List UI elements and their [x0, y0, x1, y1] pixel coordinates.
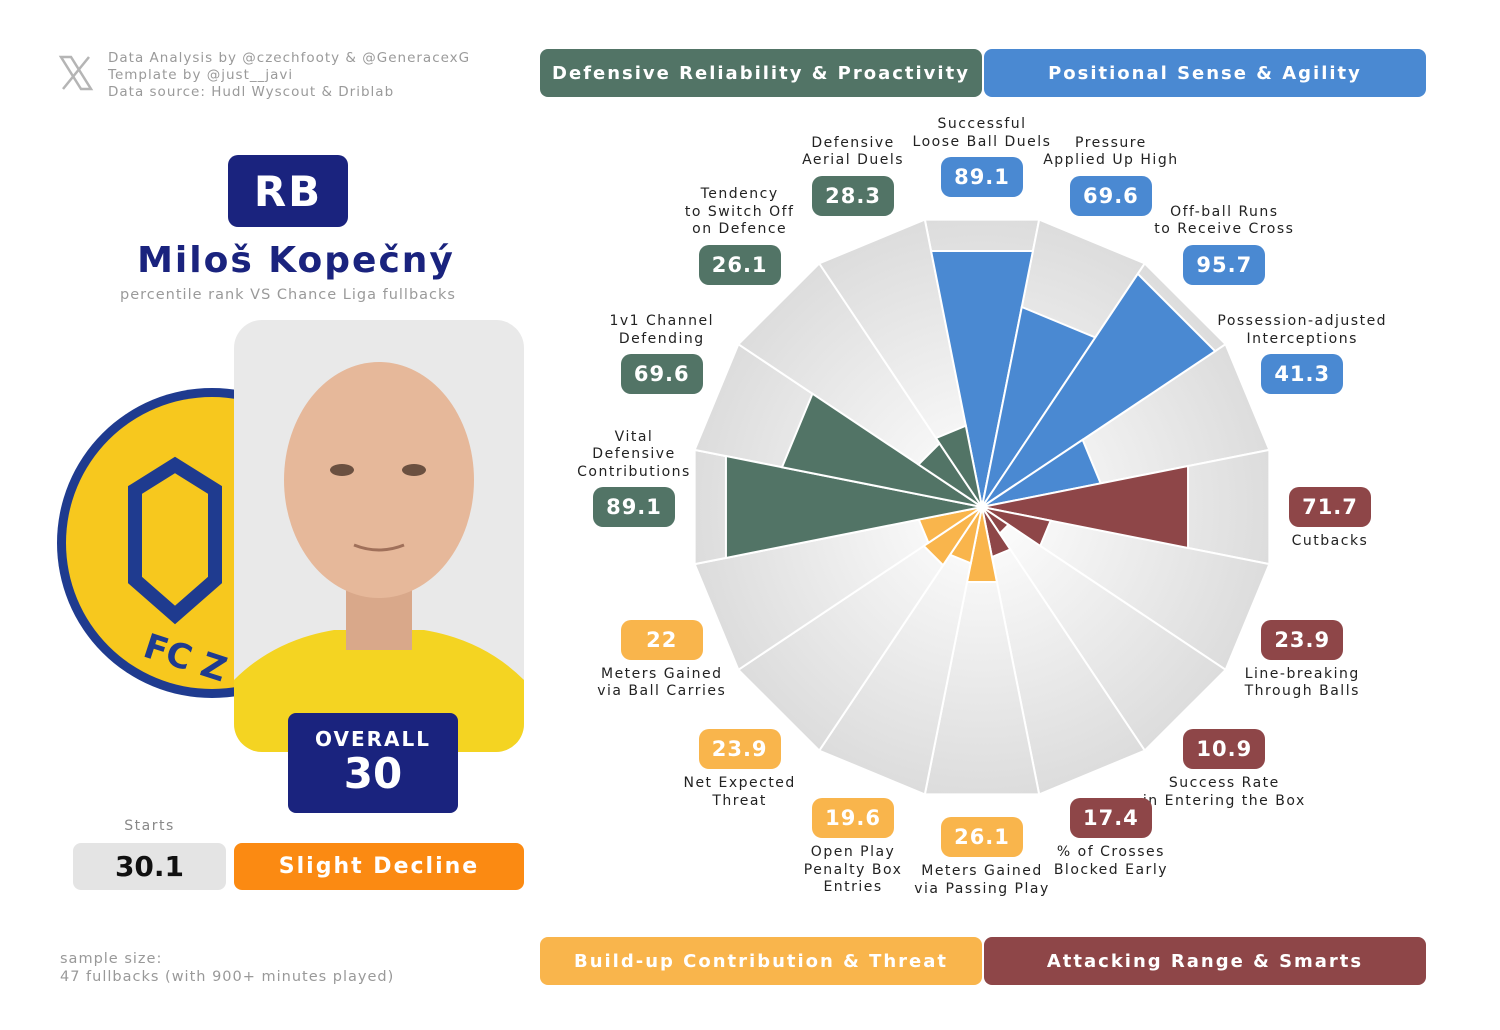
category-label: Net Expected Threat	[683, 775, 796, 809]
value-badge: 71.7	[1289, 487, 1371, 527]
subtitle: percentile rank VS Chance Liga fullbacks	[120, 287, 456, 303]
value-badge: 17.4	[1069, 798, 1152, 839]
category-label: Open Play Penalty Box Entries	[803, 844, 903, 896]
metric-label: 41.3 Possession-adjusted Interceptions	[1217, 313, 1386, 395]
value-badge: 22	[620, 619, 703, 660]
credit-line: Data Analysis by @czechfooty & @Generace…	[108, 50, 471, 66]
category-label: Line-breaking Through Balls	[1244, 665, 1360, 700]
value-badge: 26.1	[698, 244, 781, 285]
metric-label: 28.3 Defensive Aerial Duels	[802, 135, 903, 216]
category-label: Pressure Applied Up High	[1043, 134, 1179, 169]
starts-value: 30.1	[73, 843, 226, 890]
value-badge: 69.6	[620, 354, 703, 395]
metric-label: 26.1 Meters Gained via Passing Play	[914, 817, 1048, 897]
slice	[780, 392, 983, 508]
slice	[981, 464, 1190, 550]
overall-box: OVERALL 30	[288, 713, 458, 813]
value-badge: 89.1	[941, 157, 1023, 197]
sample-line: 47 fullbacks (with 900+ minutes played)	[60, 969, 395, 985]
category-label: Success Rate in Entering the Box	[1142, 775, 1306, 809]
metric-label: 10.9 Success Rate in Entering the Box	[1143, 729, 1304, 809]
slice	[981, 506, 1053, 548]
category-label: Meters Gained via Ball Carries	[597, 665, 727, 700]
group-header: Positional Sense & Agility	[984, 49, 1426, 97]
metric-label: 22 Meters Gained via Ball Carries	[597, 619, 725, 699]
group-header: Build-up Contribution & Threat	[540, 937, 982, 985]
group-header: Defensive Reliability & Proactivity	[540, 49, 982, 97]
sample-line: sample size:	[60, 951, 163, 967]
x-logo	[58, 55, 94, 91]
metric-label: 19.6 Open Play Penalty Box Entries	[804, 798, 901, 895]
category-label: % of Crosses Blocked Early	[1053, 844, 1168, 878]
starts-label: Starts	[124, 818, 175, 834]
category-label: 1v1 Channel Defending	[609, 313, 715, 347]
player-name: Miloš Kopečný	[137, 240, 455, 281]
position-badge: RB	[228, 155, 348, 227]
category-label: Cutbacks	[1291, 533, 1369, 549]
value-badge: 41.3	[1261, 354, 1344, 395]
value-badge: 26.1	[941, 817, 1023, 857]
sample-size: sample size: 47 fullbacks (with 900+ min…	[60, 950, 394, 986]
value-badge: 19.6	[812, 798, 895, 839]
credit-line: Template by @just__javi	[108, 67, 294, 83]
club-logo: FC Z	[57, 388, 240, 698]
value-badge: 89.1	[593, 487, 675, 527]
category-label: Possession-adjusted Interceptions	[1217, 313, 1388, 347]
overall-value: 30	[343, 749, 403, 798]
category-label: Vital Defensive Contributions	[577, 428, 691, 480]
metric-label: 17.4 % of Crosses Blocked Early	[1054, 798, 1166, 878]
category-label: Meters Gained via Passing Play	[914, 863, 1050, 897]
metric-label: 69.6 1v1 Channel Defending	[609, 313, 713, 395]
value-badge: 69.6	[1069, 175, 1152, 216]
slice	[934, 424, 983, 508]
metric-label: 71.7 Cutbacks	[1289, 487, 1371, 549]
value-badge: 23.9	[698, 729, 781, 770]
credits: Data Analysis by @czechfooty & @Generace…	[108, 50, 470, 101]
category-label: Tendency to Switch Off on Defence	[684, 186, 795, 238]
metric-label: 89.1 Vital Defensive Contributions	[577, 429, 689, 527]
category-label: Off-ball Runs to Receive Cross	[1154, 203, 1295, 238]
metric-label: 26.1 Tendency to Switch Off on Defence	[685, 186, 793, 285]
metric-label: 89.1 Successful Loose Ball Duels	[913, 116, 1050, 197]
category-label: Defensive Aerial Duels	[802, 134, 905, 169]
trend: Slight Decline	[234, 843, 524, 890]
slice	[981, 272, 1217, 508]
metric-label: 95.7 Off-ball Runs to Receive Cross	[1154, 204, 1293, 285]
category-label: Successful Loose Ball Duels	[912, 116, 1052, 150]
value-badge: 23.9	[1261, 619, 1344, 660]
overall-label: OVERALL	[315, 727, 431, 751]
metric-label: 69.6 Pressure Applied Up High	[1043, 135, 1177, 216]
credit-line: Data source: Hudl Wyscout & Driblab	[108, 84, 395, 100]
group-header: Attacking Range & Smarts	[984, 937, 1426, 985]
value-badge: 95.7	[1183, 244, 1266, 285]
metric-label: 23.9 Line-breaking Through Balls	[1245, 619, 1358, 699]
metric-label: 23.9 Net Expected Threat	[683, 729, 794, 809]
value-badge: 10.9	[1183, 729, 1266, 770]
value-badge: 28.3	[812, 175, 895, 216]
